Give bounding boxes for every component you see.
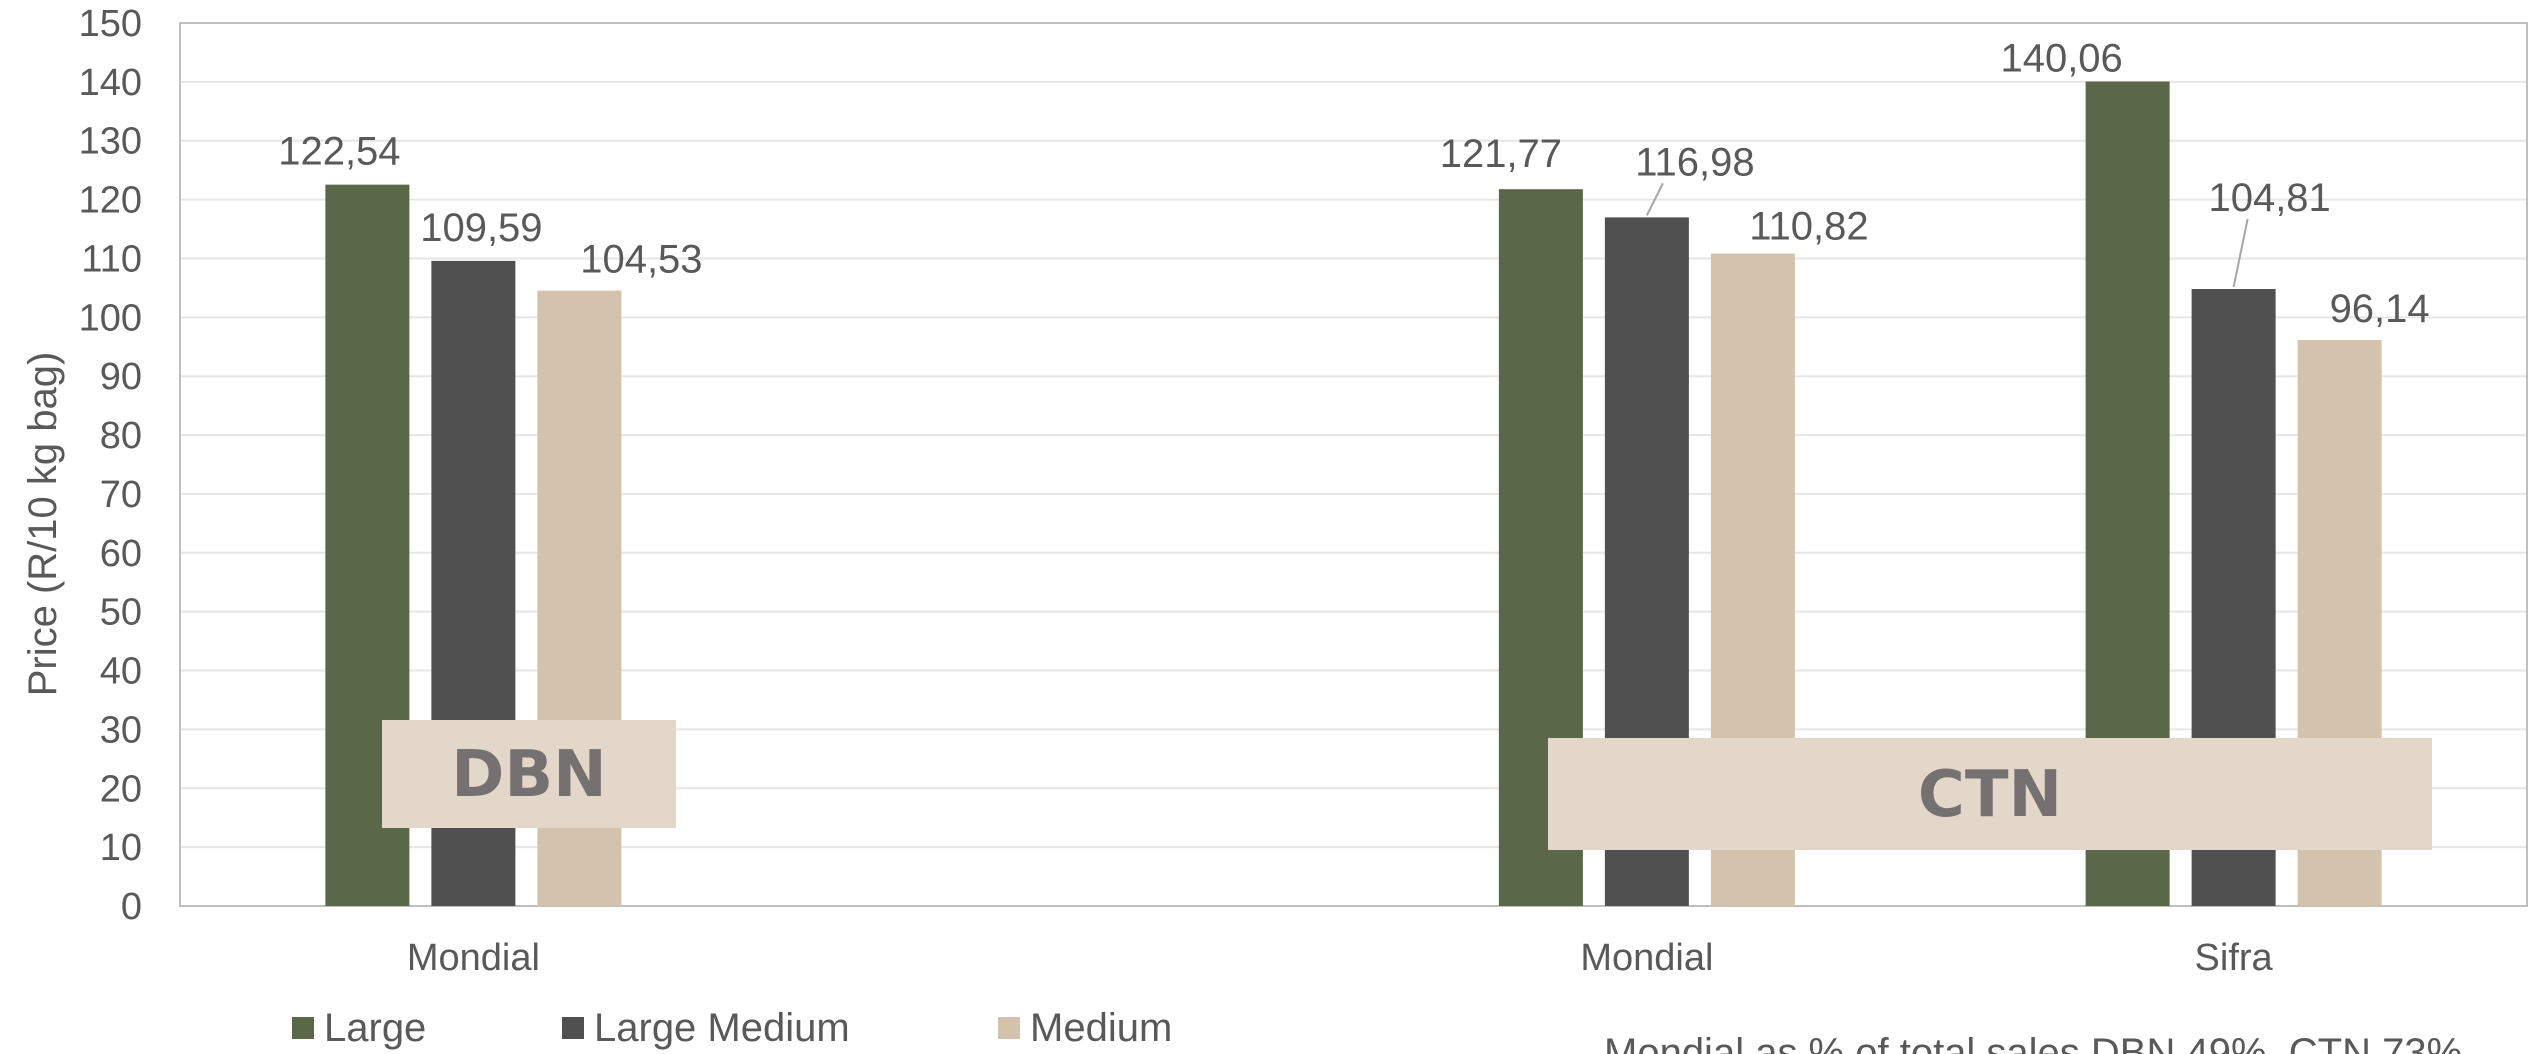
y-tick-label: 40 xyxy=(100,651,142,693)
y-tick-label: 150 xyxy=(79,3,142,45)
y-tick-label: 100 xyxy=(79,297,142,339)
data-label: 116,98 xyxy=(1635,140,1754,184)
y-tick-label: 120 xyxy=(79,180,142,222)
legend-label: Medium xyxy=(1030,1006,1172,1050)
category-labels: Mondial Mondial Sifra xyxy=(407,937,2274,979)
legend-label: Large xyxy=(324,1006,426,1050)
y-tick-label: 110 xyxy=(81,238,142,280)
category-label: Mondial xyxy=(407,937,540,979)
data-label: 96,14 xyxy=(2330,287,2430,331)
data-label: 104,53 xyxy=(580,238,702,282)
leader-lines xyxy=(1645,182,2249,288)
y-tick-label: 80 xyxy=(100,415,142,457)
y-tick-label: 90 xyxy=(100,356,142,398)
y-tick-label: 60 xyxy=(100,533,142,575)
y-tick-label: 50 xyxy=(100,592,142,634)
leader-line xyxy=(2232,218,2249,288)
category-label: Sifra xyxy=(2195,937,2274,979)
bars xyxy=(325,81,2382,907)
y-axis-ticks: 0 10 20 30 40 50 60 70 80 90 100 110 120 130 140 150 xyxy=(79,3,142,928)
data-label: 121,77 xyxy=(1440,132,1562,176)
data-label: 109,59 xyxy=(420,206,542,250)
group-label-box xyxy=(382,720,676,828)
legend-swatch xyxy=(998,1017,1020,1039)
legend-swatch xyxy=(292,1017,314,1039)
data-label: 140,06 xyxy=(2000,37,2122,81)
category-label: Mondial xyxy=(1580,937,1713,979)
data-label: 110,82 xyxy=(1749,205,1868,249)
data-labels: 122,54 109,59 104,53 121,77 116,98 110,82 140,… xyxy=(278,37,2429,332)
legend-label: Large Medium xyxy=(594,1006,850,1050)
y-tick-label: 0 xyxy=(121,886,142,928)
legend: Large Large Medium Medium xyxy=(292,1006,1172,1050)
group-label-box xyxy=(1548,738,2432,850)
group-label-boxes: DBN CTN xyxy=(382,720,2432,850)
y-axis-label: Price (R/10 kg bag) xyxy=(21,352,65,697)
data-label: 104,81 xyxy=(2208,176,2330,220)
group-label: DBN xyxy=(451,738,606,812)
y-tick-label: 20 xyxy=(100,768,142,810)
y-tick-label: 30 xyxy=(100,709,142,751)
legend-swatch xyxy=(562,1017,584,1039)
group-label: CTN xyxy=(1918,758,2062,832)
y-tick-label: 70 xyxy=(100,474,142,516)
plot-border xyxy=(179,22,2528,907)
annotation-text: Mondial as % of total sales DBN 49%, CTN… xyxy=(1604,1031,2462,1054)
y-tick-label: 10 xyxy=(100,827,142,869)
y-tick-label: 130 xyxy=(79,121,142,163)
data-label: 122,54 xyxy=(278,130,400,174)
leader-line xyxy=(1645,182,1664,216)
y-tick-label: 140 xyxy=(79,62,142,104)
